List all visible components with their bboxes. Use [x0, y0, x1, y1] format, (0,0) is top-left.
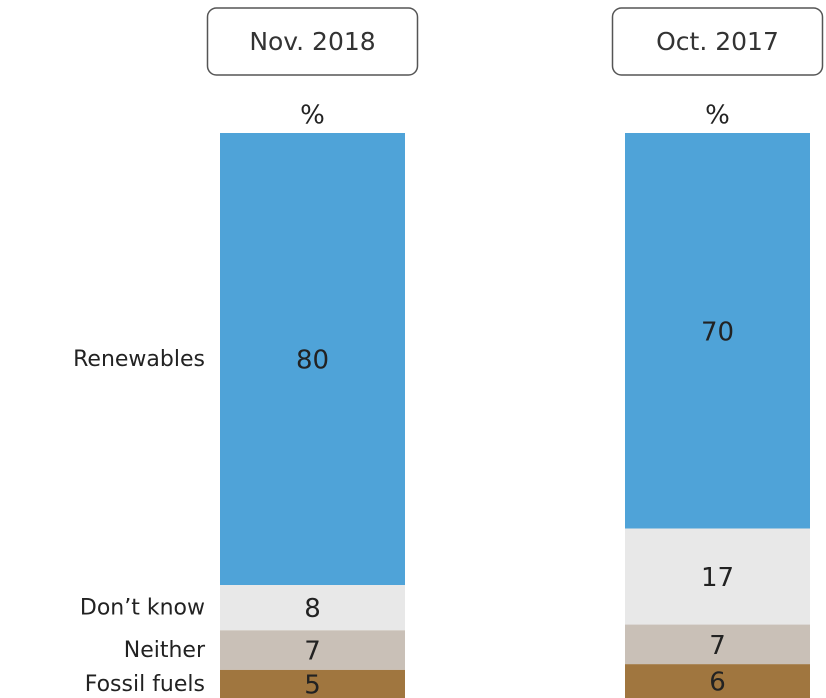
value-label: 70	[701, 317, 734, 347]
bar-segment	[220, 133, 405, 585]
unit-label: %	[300, 101, 325, 131]
bar-segment	[625, 624, 810, 665]
bar-segment	[625, 664, 810, 698]
bar-segment	[625, 528, 810, 625]
value-label: 17	[701, 563, 734, 593]
series-label: Neither	[124, 638, 206, 663]
series-label: Renewables	[73, 347, 205, 372]
value-label: 5	[304, 670, 321, 698]
category-label: Nov. 2018	[249, 27, 375, 56]
bar-segment	[220, 585, 405, 631]
value-label: 6	[709, 668, 726, 698]
bar-segment	[220, 630, 405, 670]
category-box	[611, 7, 824, 76]
series-label: Don’t know	[80, 596, 205, 621]
category-label: Oct. 2017	[656, 27, 779, 56]
bar-segment	[220, 669, 405, 698]
value-label: 7	[709, 631, 726, 661]
value-label: 8	[304, 594, 321, 624]
bar-segment	[625, 133, 810, 529]
category-box	[206, 7, 419, 76]
series-label: Fossil fuels	[85, 672, 205, 697]
unit-label: %	[705, 101, 730, 131]
value-label: 80	[296, 346, 329, 376]
value-label: 7	[304, 636, 321, 666]
